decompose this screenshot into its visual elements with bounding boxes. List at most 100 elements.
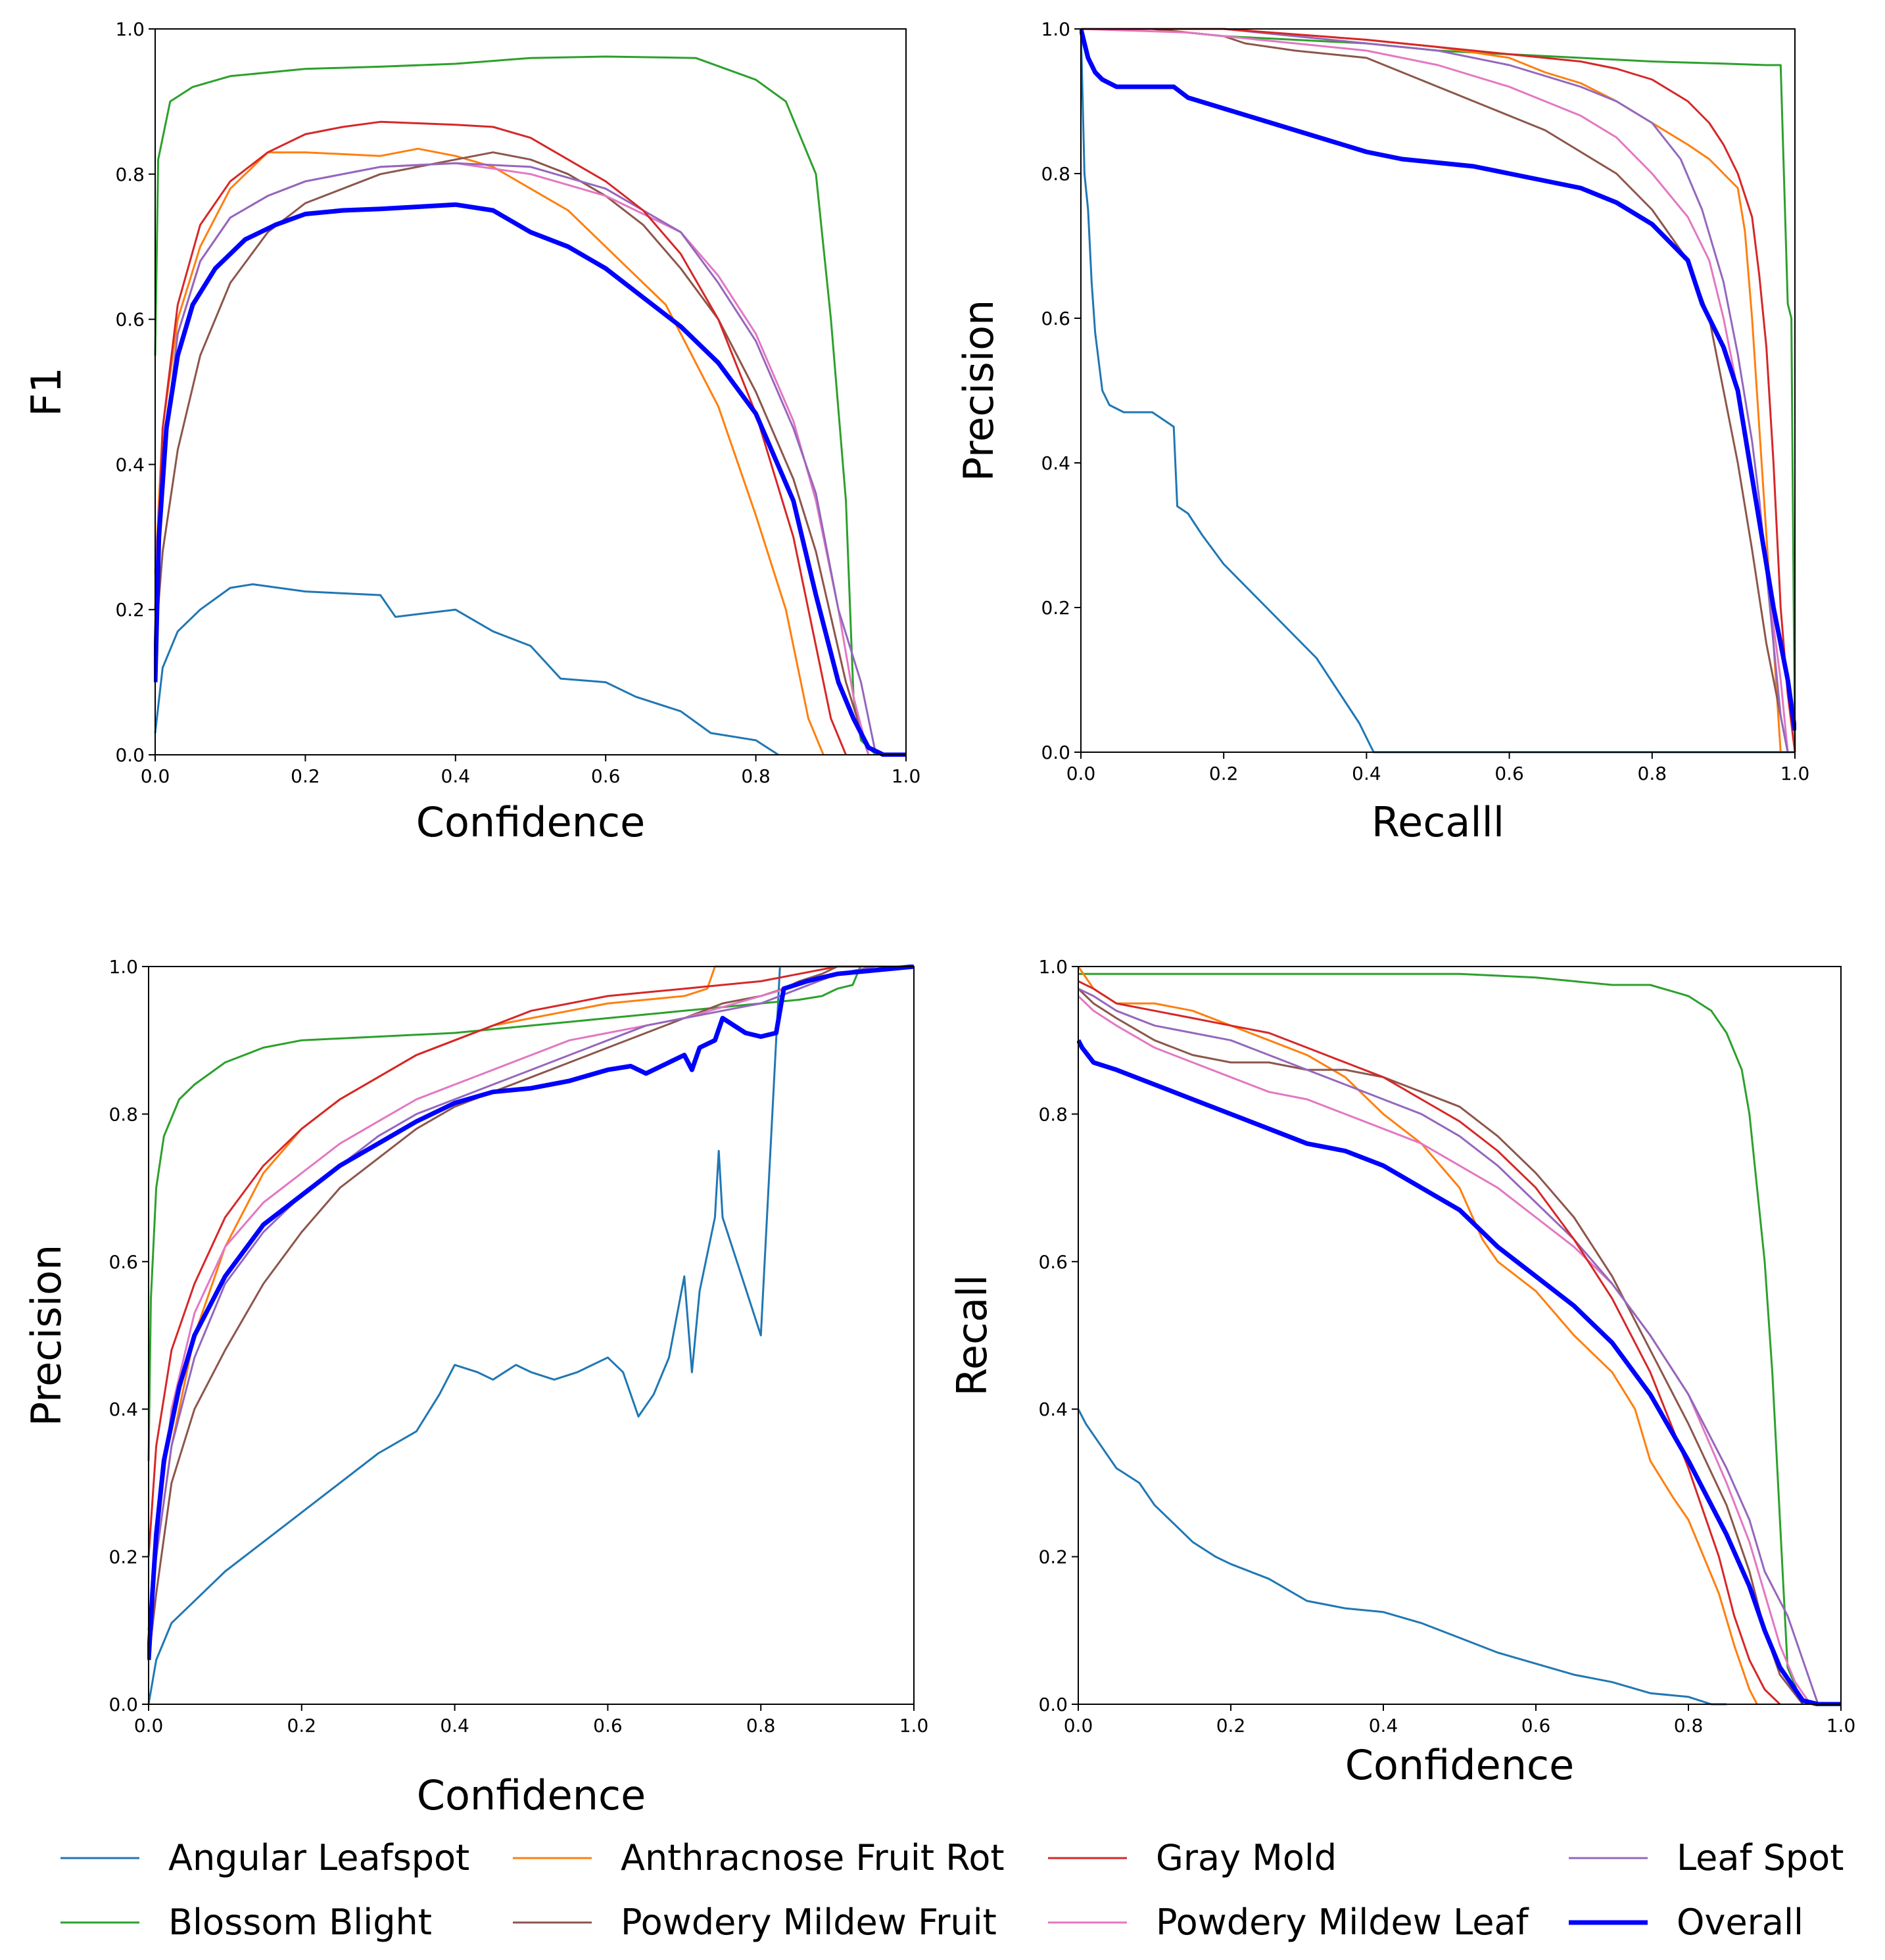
x-tick-label: 1.0 xyxy=(1826,1715,1856,1736)
legend-label: Blossom Blight xyxy=(168,1901,432,1943)
series-line-angular-leafspot xyxy=(147,965,914,1705)
panel-recall-confidence: 0.0 0.2 0.4 0.6 0.8 1.0 0.0 0.2 0.4 0.6 0.8 1.0 Con… xyxy=(948,956,1855,1789)
y-tick-label: 0.8 xyxy=(108,1103,138,1125)
x-tick-label: 0.2 xyxy=(287,1715,317,1736)
y-tick-label: 0.8 xyxy=(1038,1103,1068,1125)
y-tick-label: 0.6 xyxy=(1041,308,1070,329)
series-line-angular-leafspot xyxy=(154,583,779,756)
series-line-blossom-blight xyxy=(1078,972,1804,1705)
series-line-angular-leafspot xyxy=(1080,28,1795,753)
series-line-powdery-mildew-fruit xyxy=(1081,28,1789,753)
x-tick-label: 1.0 xyxy=(899,1715,929,1736)
legend-label: Powdery Mildew Fruit xyxy=(621,1901,997,1943)
y-tick-label: 0.0 xyxy=(1041,742,1070,763)
x-tick-label: 0.6 xyxy=(593,1715,623,1736)
series-line-powdery-mildew-fruit xyxy=(1077,988,1804,1705)
y-tick-label: 0.4 xyxy=(1038,1398,1068,1420)
series-line-powdery-mildew-leaf xyxy=(1077,995,1811,1705)
legend-label: Leaf Spot xyxy=(1677,1837,1844,1878)
y-tick-label: 0.2 xyxy=(1038,1546,1068,1568)
x-tick-label: 0.0 xyxy=(134,1715,164,1736)
series-line-blossom-blight xyxy=(147,965,914,1461)
x-tick-label: 0.2 xyxy=(1209,763,1239,784)
y-axis-label: Precision xyxy=(22,1245,70,1427)
panel-f1-confidence: 0.0 0.2 0.4 0.6 0.8 1.0 0.0 0.2 0.4 0.6 0.8 1.0 Con… xyxy=(22,18,920,846)
series-line-anthracnose-fruit-rot xyxy=(1077,966,1758,1705)
x-tick-label: 0.4 xyxy=(1369,1715,1398,1736)
y-axis-label: Recall xyxy=(948,1275,996,1397)
series-line-powdery-mildew-fruit xyxy=(154,151,870,755)
x-tick-label: 0.4 xyxy=(1352,763,1381,784)
x-axis-label: Confidence xyxy=(1345,1741,1575,1789)
series-line-blossom-blight xyxy=(154,55,877,756)
series-line-overall xyxy=(1077,1039,1841,1706)
panel-precision-recall: 0.0 0.2 0.4 0.6 0.8 1.0 0.0 0.2 0.4 0.6 0.8 1.0 Rec… xyxy=(955,18,1809,846)
series-line-gray-mold xyxy=(154,120,847,755)
series-line-powdery-mildew-leaf xyxy=(147,965,914,1631)
axes-frame xyxy=(1080,28,1796,753)
x-tick-label: 1.0 xyxy=(1780,763,1810,784)
legend-item-powdery-mildew-leaf: Powdery Mildew Leaf xyxy=(1048,1901,1530,1943)
y-tick-label: 0.2 xyxy=(115,599,145,621)
legend-item-overall: Overall xyxy=(1569,1901,1803,1943)
legend-label: Anthracnose Fruit Rot xyxy=(621,1837,1005,1878)
y-axis-label: F1 xyxy=(22,367,70,416)
axes-frame xyxy=(1078,966,1842,1705)
x-tick-label: 0.6 xyxy=(1521,1715,1551,1736)
series-line-gray-mold xyxy=(1081,28,1796,753)
series-line-blossom-blight xyxy=(1081,28,1796,753)
y-axis-label: Precision xyxy=(955,300,1003,482)
y-tick-label: 0.4 xyxy=(108,1398,138,1420)
x-tick-label: 0.4 xyxy=(441,765,471,787)
series-line-gray-mold xyxy=(1078,980,1781,1706)
legend-item-powdery-mildew-fruit: Powdery Mildew Fruit xyxy=(513,1901,997,1943)
y-tick-label: 0.4 xyxy=(1041,452,1070,474)
x-tick-label: 0.6 xyxy=(591,765,621,787)
legend-label: Angular Leafspot xyxy=(168,1837,469,1878)
x-axis-label: Confidence xyxy=(416,798,646,846)
y-tick-label: 0.2 xyxy=(108,1546,138,1568)
x-axis-label: Recalll xyxy=(1372,798,1504,846)
x-tick-label: 0.4 xyxy=(440,1715,469,1736)
x-tick-label: 0.8 xyxy=(1638,763,1667,784)
panel-precision-confidence: 0.0 0.2 0.4 0.6 0.8 1.0 0.0 0.2 0.4 0.6 0.8 1.0 Con… xyxy=(22,956,928,1819)
legend-label: Gray Mold xyxy=(1156,1837,1337,1878)
x-axis-label: Confidence xyxy=(417,1771,646,1819)
y-tick-label: 0.8 xyxy=(1041,163,1070,185)
legend-item-gray-mold: Gray Mold xyxy=(1048,1837,1337,1878)
axes-frame xyxy=(148,966,915,1705)
series-line-leaf-spot xyxy=(1078,988,1819,1705)
series-line-anthracnose-fruit-rot xyxy=(154,147,824,755)
axes-frame xyxy=(155,28,907,755)
legend-item-leaf-spot: Leaf Spot xyxy=(1569,1837,1844,1878)
series-line-overall xyxy=(154,202,906,757)
y-tick-label: 0.8 xyxy=(115,164,145,185)
y-tick-label: 0.6 xyxy=(115,309,145,331)
x-tick-label: 0.0 xyxy=(141,765,170,787)
y-tick-label: 1.0 xyxy=(1038,956,1068,978)
series-line-leaf-spot xyxy=(154,162,877,755)
legend-label: Overall xyxy=(1677,1901,1803,1943)
x-tick-label: 0.8 xyxy=(746,1715,776,1736)
x-tick-label: 0.2 xyxy=(291,765,320,787)
x-tick-label: 0.0 xyxy=(1066,763,1096,784)
y-tick-label: 0.6 xyxy=(108,1251,138,1273)
y-tick-label: 0.4 xyxy=(115,454,145,475)
series-line-gray-mold xyxy=(147,965,914,1557)
series-line-leaf-spot xyxy=(147,965,914,1631)
series-line-overall xyxy=(147,965,915,1660)
y-tick-label: 0.6 xyxy=(1038,1251,1068,1273)
y-tick-label: 1.0 xyxy=(115,18,145,40)
x-tick-label: 0.2 xyxy=(1216,1715,1246,1736)
legend-label: Powdery Mildew Leaf xyxy=(1156,1901,1530,1943)
y-tick-label: 0.0 xyxy=(108,1694,138,1715)
legend-item-angular-leafspot: Angular Leafspot xyxy=(60,1837,469,1878)
series-line-angular-leafspot xyxy=(1077,1408,1727,1706)
y-tick-label: 0.2 xyxy=(1041,597,1070,619)
y-tick-label: 1.0 xyxy=(108,956,138,978)
series-line-overall xyxy=(1080,28,1796,731)
legend-item-blossom-blight: Blossom Blight xyxy=(60,1901,432,1943)
legend: Angular Leafspot Blossom Blight Anthracnos… xyxy=(60,1837,1844,1943)
